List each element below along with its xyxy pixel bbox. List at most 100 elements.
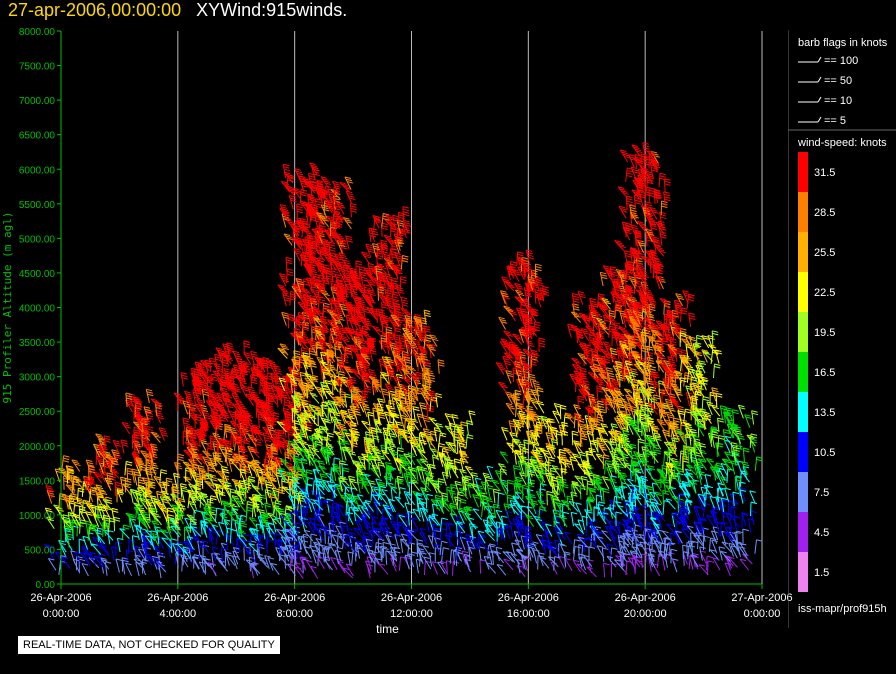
y-tick-label: 1500.00 <box>19 476 56 487</box>
wind-barb <box>711 330 719 345</box>
y-tick-label: 3000.00 <box>19 373 56 384</box>
wind-barb <box>160 528 171 541</box>
barb-legend-label: == 5 <box>824 115 846 127</box>
barb-legend-label: == 50 <box>824 75 852 87</box>
wind-barb <box>644 186 652 201</box>
wind-barb <box>61 494 71 508</box>
wind-barb <box>680 307 688 322</box>
wind-barb <box>659 298 670 310</box>
wind-barb <box>58 539 67 553</box>
wind-barb <box>639 541 648 555</box>
wind-barb <box>76 521 84 537</box>
wind-barb <box>124 460 133 476</box>
wind-barb <box>564 531 573 545</box>
wind-barb <box>180 372 188 387</box>
wind-barb <box>744 414 752 428</box>
wind-barb <box>133 558 145 570</box>
wind-barb <box>93 555 104 568</box>
x-tick-label-time: 0:00:00 <box>43 608 80 620</box>
wind-barb <box>472 508 483 521</box>
wind-barb <box>236 500 246 513</box>
wind-barb <box>280 180 291 193</box>
wind-barb <box>143 406 152 421</box>
speed-legend-label: 13.5 <box>814 407 835 419</box>
wind-barb <box>353 410 362 425</box>
wind-barb <box>97 445 107 458</box>
wind-barb <box>656 468 667 480</box>
wind-barb <box>124 477 132 493</box>
wind-barb <box>441 547 450 562</box>
wind-barb <box>539 557 550 569</box>
wind-barb <box>428 416 439 428</box>
wind-barb <box>428 374 436 389</box>
wind-barb <box>711 387 720 402</box>
wind-barb <box>598 511 607 525</box>
speed-swatch <box>798 312 808 352</box>
wind-barb <box>394 496 405 508</box>
wind-barb <box>133 524 144 536</box>
speed-swatch <box>798 272 808 312</box>
wind-barb <box>84 500 95 512</box>
chart-header: 27-apr-2006,00:00:00 XYWind:915winds. <box>8 0 347 21</box>
wind-barb <box>103 435 111 450</box>
wind-barb <box>129 488 138 504</box>
speed-swatch <box>798 552 808 592</box>
wind-barb <box>159 469 168 484</box>
wind-barb <box>185 424 196 437</box>
wind-barb <box>308 414 318 427</box>
wind-barb <box>159 481 168 496</box>
y-tick-label: 7500.00 <box>19 62 56 73</box>
wind-barb <box>145 388 154 404</box>
wind-barb <box>81 563 89 577</box>
wind-barb <box>65 465 73 480</box>
wind-barb <box>349 532 360 545</box>
wind-barb <box>186 514 197 526</box>
wind-barb <box>85 511 93 525</box>
y-tick-label: 6000.00 <box>19 165 56 176</box>
wind-barb <box>654 244 666 257</box>
wind-barb <box>681 528 691 541</box>
wind-barb <box>349 202 358 218</box>
speed-legend-title: wind-speed: knots <box>797 137 887 149</box>
wind-barb <box>111 507 119 523</box>
wind-barb <box>431 561 439 575</box>
wind-barb <box>201 540 210 554</box>
wind-barb <box>183 449 194 461</box>
wind-barb <box>111 449 120 463</box>
wind-barb <box>742 528 749 544</box>
wind-barb <box>243 352 253 365</box>
wind-barb <box>716 522 723 537</box>
wind-barb <box>739 489 747 504</box>
wind-barb <box>202 521 213 533</box>
wind-barb <box>437 359 445 374</box>
wind-barb <box>90 523 100 537</box>
wind-barb <box>538 337 546 352</box>
wind-barb <box>460 421 468 436</box>
wind-barb <box>111 546 118 561</box>
wind-barb <box>190 526 202 537</box>
wind-barb <box>352 509 363 521</box>
wind-barb <box>112 439 122 454</box>
y-tick-label: 0.00 <box>36 580 56 591</box>
x-tick-label-date: 27-Apr-2006 <box>731 592 792 604</box>
wind-barb <box>498 316 508 330</box>
x-tick-label-time: 12:00:00 <box>390 608 433 620</box>
quality-note: REAL-TIME DATA, NOT CHECKED FOR QUALITY <box>18 636 280 654</box>
wind-barb <box>92 536 102 550</box>
wind-barb <box>564 412 575 424</box>
wind-barb <box>194 413 202 429</box>
speed-legend-label: 16.5 <box>814 367 835 379</box>
wind-barb <box>141 477 151 491</box>
wind-barb <box>706 514 715 528</box>
wind-barb <box>71 459 81 472</box>
wind-barb <box>452 561 460 576</box>
wind-barb <box>144 553 153 566</box>
wind-barb <box>338 535 350 547</box>
wind-barb <box>536 400 545 414</box>
wind-barb <box>750 510 757 525</box>
wind-barb <box>150 431 161 444</box>
x-tick-label-date: 26-Apr-2006 <box>498 592 559 604</box>
barb-flag <box>817 116 822 123</box>
wind-barb <box>56 507 64 521</box>
wind-barb <box>100 557 110 570</box>
